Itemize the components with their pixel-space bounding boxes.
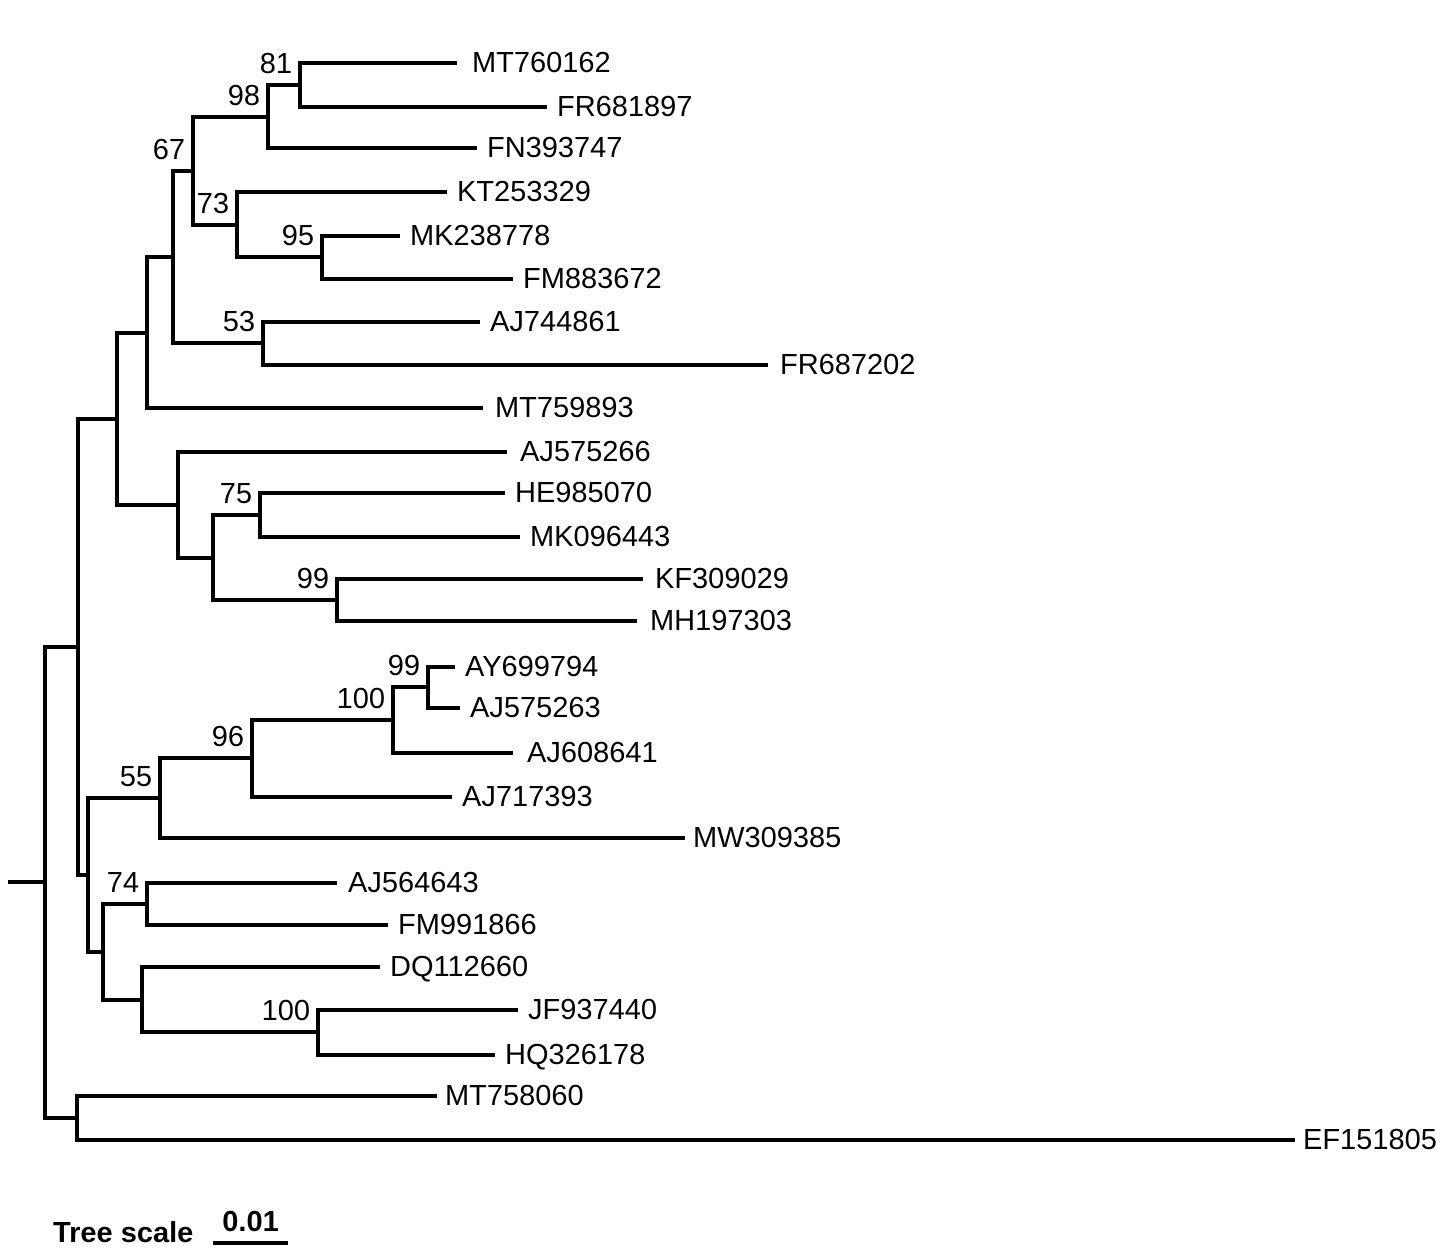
branch-line [335, 577, 643, 581]
node-stem [115, 331, 149, 335]
node-stem [115, 503, 180, 507]
branch-line [320, 277, 513, 281]
branch-line [140, 965, 380, 969]
branch-line [158, 836, 685, 840]
bootstrap-label: 96 [211, 721, 244, 753]
branch-line [176, 450, 507, 454]
leaf-label: EF151805 [1303, 1124, 1436, 1156]
leaf-label: MH197303 [650, 605, 792, 637]
bootstrap-label: 75 [219, 478, 252, 510]
leaf-label: MT759893 [495, 392, 634, 424]
leaf-label: AJ744861 [490, 306, 621, 338]
branch-line [145, 881, 337, 885]
node-stem [140, 1030, 320, 1034]
branch-line [316, 1008, 518, 1012]
node-stem [101, 902, 149, 906]
node-stem [391, 685, 430, 689]
branch-line [391, 751, 513, 755]
bootstrap-label: 100 [261, 995, 310, 1027]
node-stem [158, 756, 254, 760]
branch-line [261, 320, 480, 324]
branch-line [261, 363, 768, 367]
branch-line [235, 190, 447, 194]
branch-line [75, 1138, 1295, 1142]
branch-line [298, 61, 457, 65]
bootstrap-label: 73 [196, 188, 229, 220]
tree-scale-label: Tree scale [53, 1217, 194, 1249]
leaf-label: AJ564643 [348, 867, 479, 899]
branch-line [258, 491, 505, 495]
branch-line [298, 105, 547, 109]
branch-line [335, 619, 637, 623]
node-stem [43, 1116, 79, 1120]
node-stem [176, 556, 215, 560]
leaf-label: AY699794 [465, 651, 599, 683]
leaf-label: JF937440 [528, 994, 657, 1026]
branch-line [320, 234, 400, 238]
tree-scale-bar [213, 1241, 288, 1245]
bootstrap-label: 100 [336, 683, 385, 715]
leaf-label: FR687202 [780, 349, 916, 381]
branch-line [75, 1094, 437, 1098]
leaf-label: KF309029 [655, 563, 789, 595]
bootstrap-label: 95 [281, 220, 314, 252]
leaf-label: AJ717393 [462, 781, 593, 813]
branch-line [145, 923, 388, 927]
node-stem [250, 718, 395, 722]
leaf-label: FM883672 [523, 263, 662, 295]
node-stem [8, 880, 47, 884]
node-stem [235, 255, 324, 259]
node-stem [86, 950, 105, 954]
bootstrap-label: 99 [387, 650, 420, 682]
leaf-label: MK096443 [530, 521, 671, 553]
leaf-label: DQ112660 [390, 951, 529, 983]
leaf-label: MK238778 [410, 220, 551, 252]
node-stem [76, 417, 119, 421]
node-stem [191, 115, 270, 119]
branch-line [426, 706, 460, 710]
leaf-label: MT760162 [472, 47, 611, 79]
node-stem [211, 513, 262, 517]
branch-line [250, 795, 452, 799]
leaf-label: AJ575263 [470, 692, 601, 724]
node-stem [86, 796, 162, 800]
node-stem [171, 169, 195, 173]
node-stem [101, 998, 144, 1002]
leaf-label: AJ575266 [520, 436, 651, 468]
bootstrap-label: 99 [296, 563, 329, 595]
bootstrap-label: 81 [259, 48, 292, 80]
leaf-label: AJ608641 [527, 737, 658, 769]
node-stem [266, 83, 302, 87]
node-stem [171, 341, 265, 345]
leaf-label: MW309385 [693, 822, 842, 854]
leaf-label: MT758060 [445, 1080, 584, 1112]
bootstrap-label: 74 [106, 867, 139, 899]
node-stem [43, 645, 80, 649]
branch-line [266, 146, 477, 150]
node-stem [145, 255, 175, 259]
node-stem [211, 598, 339, 602]
leaf-label: FR681897 [557, 91, 693, 123]
node-stem [76, 873, 90, 877]
branch-line [426, 665, 455, 669]
leaf-label: KT253329 [457, 176, 591, 208]
leaf-label: FN393747 [487, 132, 623, 164]
branch-line [145, 406, 483, 410]
bootstrap-label: 55 [119, 761, 152, 793]
bootstrap-label: 53 [222, 306, 255, 338]
branch-line [316, 1053, 495, 1057]
leaf-label: HQ326178 [505, 1039, 646, 1071]
tree-scale-value: 0.01 [222, 1206, 279, 1238]
bootstrap-label: 98 [227, 80, 260, 112]
leaf-label: HE985070 [515, 477, 653, 509]
branch-line [258, 535, 520, 539]
bootstrap-label: 67 [152, 134, 185, 166]
node-stem [191, 223, 239, 227]
leaf-label: FM991866 [398, 909, 537, 941]
